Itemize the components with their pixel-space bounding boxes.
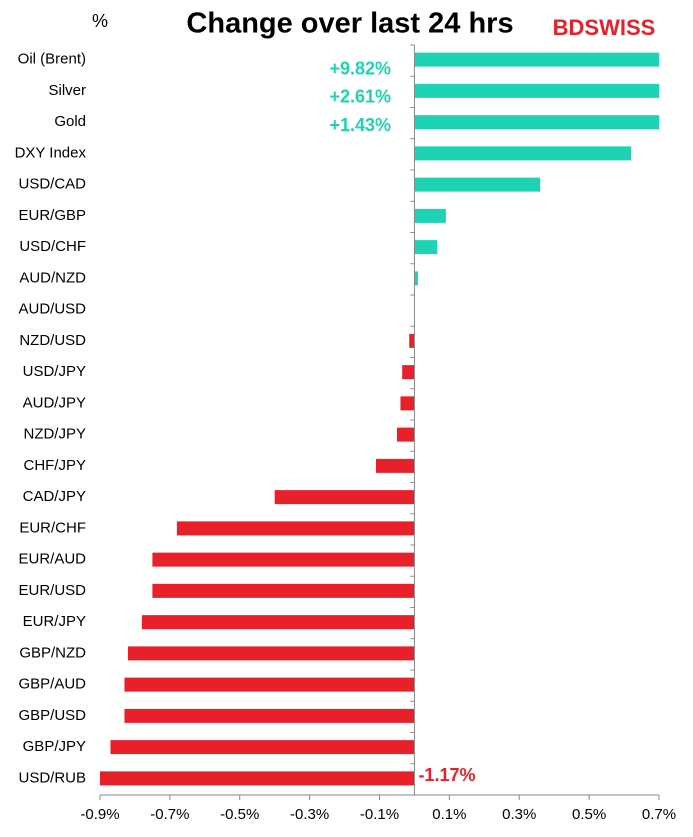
bar	[274, 490, 415, 505]
y-tick-label: GBP/NZD	[19, 644, 86, 661]
y-tick-label: EUR/GBP	[18, 207, 86, 224]
unit-label: %	[92, 11, 108, 31]
y-tick-label: USD/CAD	[18, 176, 86, 193]
y-tick-label: AUD/NZD	[19, 269, 86, 286]
y-tick-label: GBP/AUD	[18, 676, 86, 693]
bar	[400, 396, 415, 411]
bar	[152, 552, 415, 567]
chart-title: Change over last 24 hrs	[186, 8, 513, 40]
bar	[376, 458, 415, 473]
bar	[176, 521, 415, 536]
bar	[414, 177, 541, 192]
x-tick-label: 0.5%	[572, 806, 606, 823]
y-tick-label: USD/JPY	[23, 363, 86, 380]
bar	[414, 83, 659, 98]
y-tick-label: GBP/JPY	[23, 738, 86, 755]
y-tick-label: Oil (Brent)	[18, 51, 86, 68]
x-tick-label: 0.3%	[502, 806, 536, 823]
bar	[124, 677, 415, 692]
bar	[414, 146, 632, 161]
value-label: +1.43%	[329, 115, 391, 135]
y-tick-label: DXY Index	[15, 144, 87, 161]
y-tick-label: EUR/CHF	[19, 519, 86, 536]
y-tick-label: NZD/USD	[19, 332, 86, 349]
y-tick-label: EUR/JPY	[23, 613, 86, 630]
bar	[110, 740, 415, 755]
bar	[414, 271, 418, 286]
y-tick-label: CHF/JPY	[23, 457, 86, 474]
bar	[100, 771, 415, 786]
y-tick-label: AUD/USD	[18, 301, 86, 318]
x-tick-label: -0.7%	[150, 806, 189, 823]
value-label: +9.82%	[329, 58, 391, 78]
x-tick-label: 0.7%	[642, 806, 676, 823]
bar	[414, 115, 659, 130]
x-tick-label: 0.1%	[432, 806, 466, 823]
x-tick-label: -0.1%	[360, 806, 399, 823]
bar	[152, 583, 415, 598]
bar	[414, 240, 438, 255]
bar	[396, 427, 415, 442]
y-tick-label: USD/RUB	[18, 769, 86, 786]
bar	[127, 646, 415, 661]
value-label: +2.61%	[329, 87, 391, 107]
y-tick-label: EUR/AUD	[18, 551, 86, 568]
logo: BDSWISS	[553, 15, 656, 40]
x-tick-label: -0.3%	[290, 806, 329, 823]
y-tick-label: EUR/USD	[18, 582, 86, 599]
y-tick-label: CAD/JPY	[23, 488, 86, 505]
x-tick-label: -0.9%	[80, 806, 119, 823]
bar	[141, 615, 415, 630]
y-tick-label: USD/CHF	[19, 238, 86, 255]
y-tick-label: Silver	[48, 82, 86, 99]
bar	[414, 208, 446, 223]
y-tick-label: Gold	[54, 113, 86, 130]
y-tick-label: NZD/JPY	[23, 426, 86, 443]
value-label: -1.17%	[418, 765, 475, 785]
y-tick-label: AUD/JPY	[23, 394, 86, 411]
x-tick-label: -0.5%	[220, 806, 259, 823]
bar	[124, 708, 415, 723]
plot-area	[100, 52, 659, 786]
y-tick-label: GBP/USD	[18, 707, 86, 724]
bar	[402, 365, 415, 380]
bar	[414, 52, 659, 67]
bar	[409, 333, 415, 348]
